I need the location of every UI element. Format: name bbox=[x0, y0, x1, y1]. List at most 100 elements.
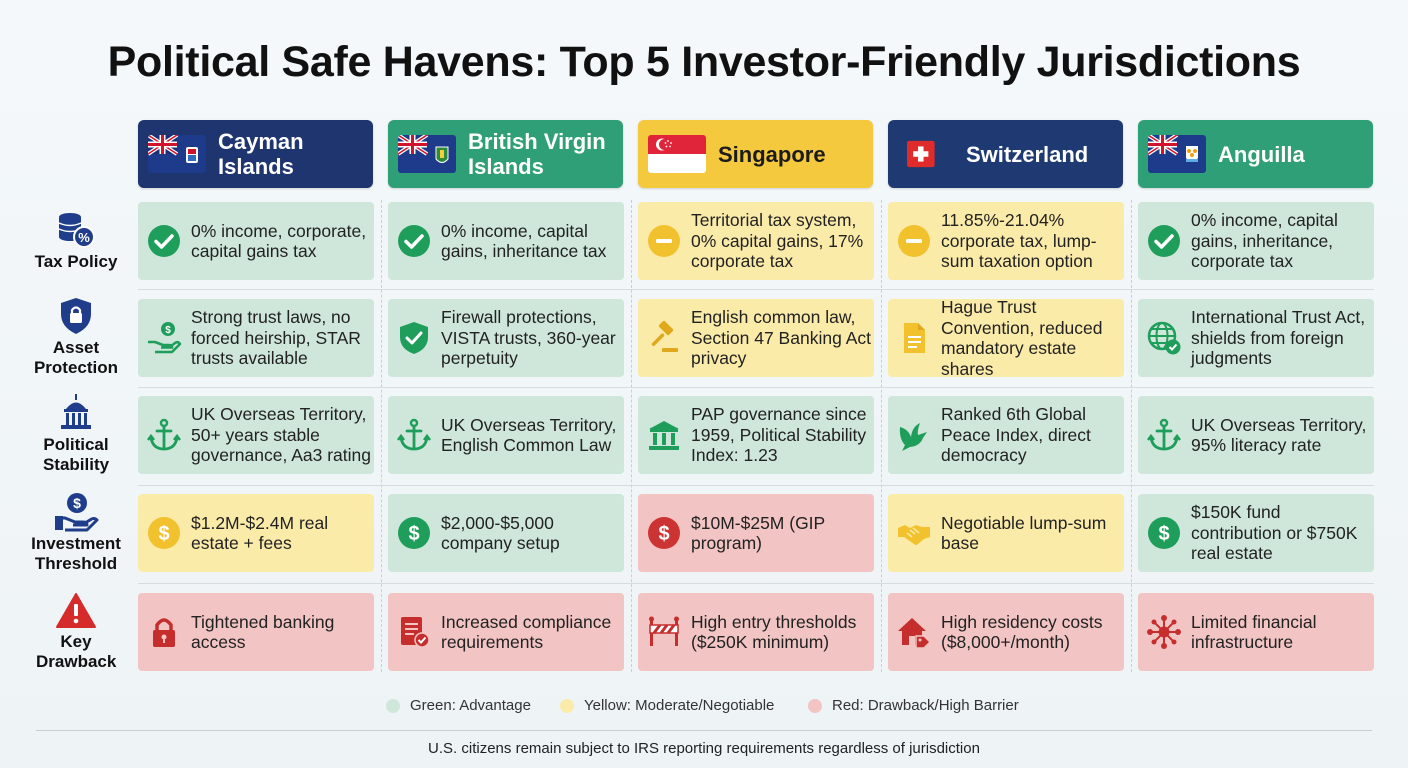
cell-drawback-cayman: Tightened banking access bbox=[138, 593, 374, 671]
row-label-political-stability: Political Stability bbox=[14, 393, 138, 475]
cell-stability-anguilla: UK Overseas Territory, 95% literacy rate bbox=[1138, 396, 1374, 474]
shield-lock-icon bbox=[61, 298, 91, 334]
header-name: Anguilla bbox=[1218, 141, 1305, 167]
header-name: British Virgin Islands bbox=[468, 129, 606, 179]
network-icon bbox=[1147, 615, 1181, 649]
row-label-asset-protection: Asset Protection bbox=[14, 296, 138, 378]
cell-text: $10M-$25M (GIP program) bbox=[691, 512, 825, 554]
cell-tax-cayman: 0% income, corporate, capital gains tax bbox=[138, 202, 374, 280]
cell-text: UK Overseas Territory, 95% literacy rate bbox=[1191, 414, 1367, 456]
cell-drawback-switzerland: High residency costs ($8,000+/month) bbox=[888, 593, 1124, 671]
cell-tax-anguilla: 0% income, capital gains, inheritance, c… bbox=[1138, 202, 1374, 280]
dollar-circle-icon: $ bbox=[1148, 517, 1180, 549]
cell-text: 11.85%-21.04% corporate tax, lump-sum ta… bbox=[941, 210, 1097, 272]
row-label-text: Key Drawback bbox=[36, 632, 117, 671]
cell-asset-bvi: Firewall protections, VISTA trusts, 360-… bbox=[388, 299, 624, 377]
svg-text:$: $ bbox=[1158, 523, 1169, 545]
svg-text:$: $ bbox=[165, 325, 171, 336]
anchor-icon bbox=[147, 418, 181, 451]
cell-text: English common law, Section 47 Banking A… bbox=[691, 307, 871, 369]
column-divider bbox=[381, 200, 382, 672]
dove-icon bbox=[899, 423, 927, 451]
document-icon bbox=[904, 323, 925, 353]
page-title: Political Safe Havens: Top 5 Investor-Fr… bbox=[107, 38, 1301, 86]
switzerland-flag-icon bbox=[907, 140, 935, 168]
column-divider bbox=[1131, 200, 1132, 672]
bvi-flag-icon bbox=[398, 135, 456, 173]
header-cayman-islands: Cayman Islands bbox=[138, 120, 373, 188]
cell-drawback-singapore: High entry thresholds ($250K minimum) bbox=[638, 593, 874, 671]
cell-tax-switzerland: 11.85%-21.04% corporate tax, lump-sum ta… bbox=[888, 202, 1124, 280]
row-divider bbox=[138, 387, 1374, 388]
anguilla-flag-icon bbox=[1148, 135, 1206, 173]
cell-stability-cayman: UK Overseas Territory, 50+ years stable … bbox=[138, 396, 374, 474]
capitol-building-icon bbox=[61, 394, 91, 429]
legend-item-green: Green: Advantage bbox=[386, 697, 531, 714]
cell-drawback-bvi: Increased compliance requirements bbox=[388, 593, 624, 671]
legend-dot-red bbox=[808, 698, 822, 713]
row-label-text: Political Stability bbox=[42, 435, 110, 474]
gavel-icon bbox=[651, 320, 678, 352]
bank-building-icon bbox=[649, 421, 679, 450]
row-label-investment-threshold: $ Investment Threshold bbox=[14, 492, 138, 574]
legend-item-yellow: Yellow: Moderate/Negotiable bbox=[560, 697, 774, 714]
dollar-circle-icon: $ bbox=[148, 517, 180, 549]
cell-text: UK Overseas Territory, English Common La… bbox=[441, 414, 617, 456]
singapore-flag-icon bbox=[648, 135, 706, 173]
check-circle-icon bbox=[148, 225, 180, 257]
header-switzerland: Switzerland bbox=[888, 120, 1123, 188]
header-name: Cayman Islands bbox=[218, 129, 304, 179]
cell-text: Hague Trust Convention, reduced mandator… bbox=[941, 297, 1103, 379]
cell-text: Ranked 6th Global Peace Index, direct de… bbox=[941, 404, 1091, 466]
header-anguilla: Anguilla bbox=[1138, 120, 1373, 188]
minus-circle-icon bbox=[648, 225, 680, 257]
svg-text:%: % bbox=[78, 230, 90, 245]
cell-text: Negotiable lump-sum base bbox=[941, 512, 1107, 554]
cell-text: Territorial tax system, 0% capital gains… bbox=[691, 210, 864, 272]
svg-text:$: $ bbox=[408, 523, 419, 545]
shield-check-icon bbox=[400, 322, 428, 354]
cayman-flag-icon bbox=[148, 135, 206, 173]
cell-investment-singapore: $ $10M-$25M (GIP program) bbox=[638, 494, 874, 572]
cell-asset-singapore: English common law, Section 47 Banking A… bbox=[638, 299, 874, 377]
cell-investment-switzerland: Negotiable lump-sum base bbox=[888, 494, 1124, 572]
cell-text: 0% income, capital gains, inheritance, c… bbox=[1191, 210, 1338, 272]
cell-text: $2,000-$5,000 company setup bbox=[441, 512, 560, 554]
cell-stability-switzerland: Ranked 6th Global Peace Index, direct de… bbox=[888, 396, 1124, 474]
cell-stability-singapore: PAP governance since 1959, Political Sta… bbox=[638, 396, 874, 474]
cell-text: Strong trust laws, no forced heirship, S… bbox=[191, 307, 361, 369]
checklist-icon bbox=[401, 617, 430, 648]
row-divider bbox=[138, 583, 1374, 584]
cell-text: $1.2M-$2.4M real estate + fees bbox=[191, 512, 329, 554]
check-circle-icon bbox=[1148, 225, 1180, 257]
header-name: Singapore bbox=[718, 141, 826, 167]
cell-text: Tightened banking access bbox=[191, 611, 335, 653]
row-label-text: Tax Policy bbox=[34, 252, 118, 271]
cell-text: 0% income, corporate, capital gains tax bbox=[191, 220, 367, 262]
cell-asset-switzerland: Hague Trust Convention, reduced mandator… bbox=[888, 297, 1124, 379]
cell-text: 0% income, capital gains, inheritance ta… bbox=[441, 220, 607, 262]
cell-investment-bvi: $ $2,000-$5,000 company setup bbox=[388, 494, 624, 572]
coins-percent-icon: % bbox=[58, 213, 95, 248]
row-label-text: Investment Threshold bbox=[31, 534, 121, 573]
legend-label: Yellow: Moderate/Negotiable bbox=[584, 697, 775, 714]
footnote: U.S. citizens remain subject to IRS repo… bbox=[428, 740, 980, 757]
cell-investment-cayman: $ $1.2M-$2.4M real estate + fees bbox=[138, 494, 374, 572]
anchor-icon bbox=[397, 418, 431, 451]
cell-stability-bvi: UK Overseas Territory, English Common La… bbox=[388, 396, 624, 474]
row-label-tax-policy: % Tax Policy bbox=[14, 208, 138, 272]
globe-check-icon bbox=[1147, 321, 1181, 355]
row-divider bbox=[138, 485, 1374, 486]
legend-label: Red: Drawback/High Barrier bbox=[832, 697, 1019, 714]
warning-triangle-icon bbox=[56, 593, 96, 628]
header-name: Switzerland bbox=[966, 141, 1089, 167]
anchor-icon bbox=[1147, 418, 1181, 451]
column-divider bbox=[881, 200, 882, 672]
padlock-icon bbox=[153, 618, 175, 647]
dollar-circle-icon: $ bbox=[648, 517, 680, 549]
cell-text: PAP governance since 1959, Political Sta… bbox=[691, 404, 867, 466]
check-circle-icon bbox=[398, 225, 430, 257]
cell-asset-anguilla: International Trust Act, shields from fo… bbox=[1138, 299, 1374, 377]
cell-tax-singapore: Territorial tax system, 0% capital gains… bbox=[638, 202, 874, 280]
cell-tax-bvi: 0% income, capital gains, inheritance ta… bbox=[388, 202, 624, 280]
